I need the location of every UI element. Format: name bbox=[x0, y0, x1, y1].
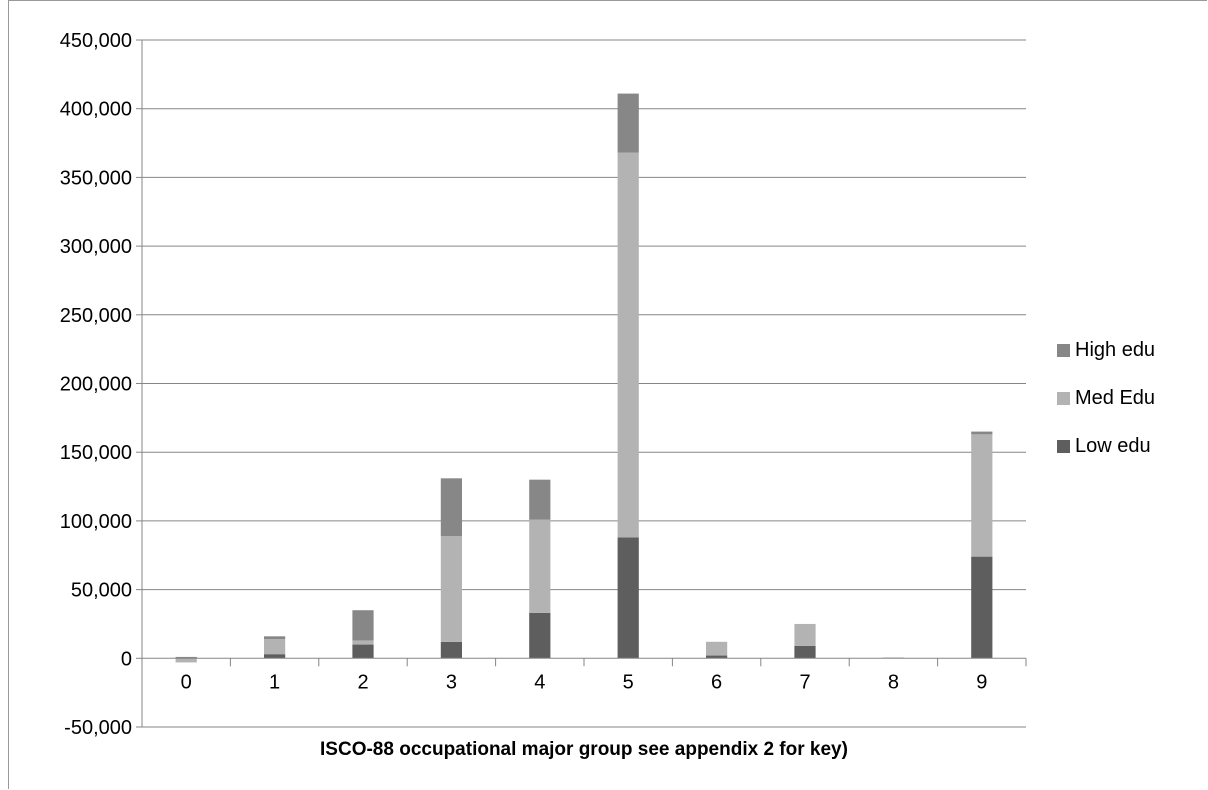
legend-label: High edu bbox=[1075, 339, 1155, 361]
y-tick-label: 0 bbox=[121, 648, 132, 670]
x-tick-label: 1 bbox=[269, 671, 280, 693]
y-tick-label: 150,000 bbox=[60, 442, 132, 464]
bar-med-edu-0 bbox=[175, 658, 197, 663]
bar-high-edu-5 bbox=[617, 93, 639, 153]
bar-low-edu-1 bbox=[263, 654, 286, 659]
legend-swatch bbox=[1057, 344, 1070, 357]
bar-high-edu-3 bbox=[440, 478, 463, 537]
bar-med-edu-1 bbox=[263, 639, 286, 655]
bar-med-edu-4 bbox=[529, 519, 551, 613]
x-axis-title: ISCO-88 occupational major group see app… bbox=[320, 739, 848, 760]
bar-low-edu-9 bbox=[971, 556, 993, 659]
y-tick-label: -50,000 bbox=[64, 717, 132, 739]
y-tick-label: 300,000 bbox=[60, 236, 132, 258]
bar-med-edu-7 bbox=[794, 623, 816, 646]
bar-high-edu-9 bbox=[971, 431, 993, 435]
x-tick-label: 5 bbox=[623, 671, 634, 693]
x-tick-label: 4 bbox=[534, 671, 545, 693]
x-tick-label: 7 bbox=[799, 671, 810, 693]
bar-med-edu-9 bbox=[971, 434, 993, 557]
y-tick-label: 450,000 bbox=[60, 30, 132, 52]
y-tick-label: 250,000 bbox=[60, 305, 132, 327]
bar-low-edu-3 bbox=[440, 641, 463, 659]
bar-low-edu-4 bbox=[529, 612, 551, 659]
bar-low-edu-2 bbox=[352, 644, 374, 659]
bar-high-edu-0 bbox=[175, 656, 197, 659]
axes bbox=[136, 39, 1027, 728]
bar-high-edu-4 bbox=[529, 479, 551, 520]
legend-label: Med Edu bbox=[1075, 387, 1155, 409]
x-tick-label: 2 bbox=[357, 671, 368, 693]
bar-med-edu-2 bbox=[352, 640, 374, 645]
bar-med-edu-3 bbox=[440, 536, 463, 642]
legend-label: Low edu bbox=[1075, 435, 1151, 457]
legend: High edu Med Edu Low edu bbox=[1057, 339, 1155, 457]
gridlines bbox=[142, 39, 1026, 591]
bar-low-edu-5 bbox=[617, 537, 639, 659]
bar-low-edu-7 bbox=[794, 645, 816, 659]
y-tick-label: 400,000 bbox=[60, 99, 132, 121]
bar-med-edu-5 bbox=[617, 152, 639, 538]
x-tick-label: 9 bbox=[976, 671, 987, 693]
bar-high-edu-1 bbox=[263, 636, 286, 640]
y-tick-label: 50,000 bbox=[71, 580, 132, 602]
legend-swatch bbox=[1057, 440, 1070, 453]
bars bbox=[175, 93, 993, 663]
legend-swatch bbox=[1057, 392, 1070, 405]
y-tick-label: 100,000 bbox=[60, 511, 132, 533]
bar-high-edu-2 bbox=[352, 610, 374, 641]
tick-labels: -50,000 0 50,000 100,000 150,000 200,000 250,0… bbox=[60, 30, 988, 739]
y-tick-label: 200,000 bbox=[60, 374, 132, 396]
chart-frame bbox=[8, 0, 1207, 789]
x-tick-label: 6 bbox=[711, 671, 722, 693]
y-tick-label: 350,000 bbox=[60, 167, 132, 189]
bar-low-edu-6 bbox=[705, 655, 728, 659]
x-tick-label: 3 bbox=[446, 671, 457, 693]
x-tick-label: 8 bbox=[888, 671, 899, 693]
x-tick-label: 0 bbox=[181, 671, 192, 693]
bar-med-edu-6 bbox=[705, 641, 728, 656]
